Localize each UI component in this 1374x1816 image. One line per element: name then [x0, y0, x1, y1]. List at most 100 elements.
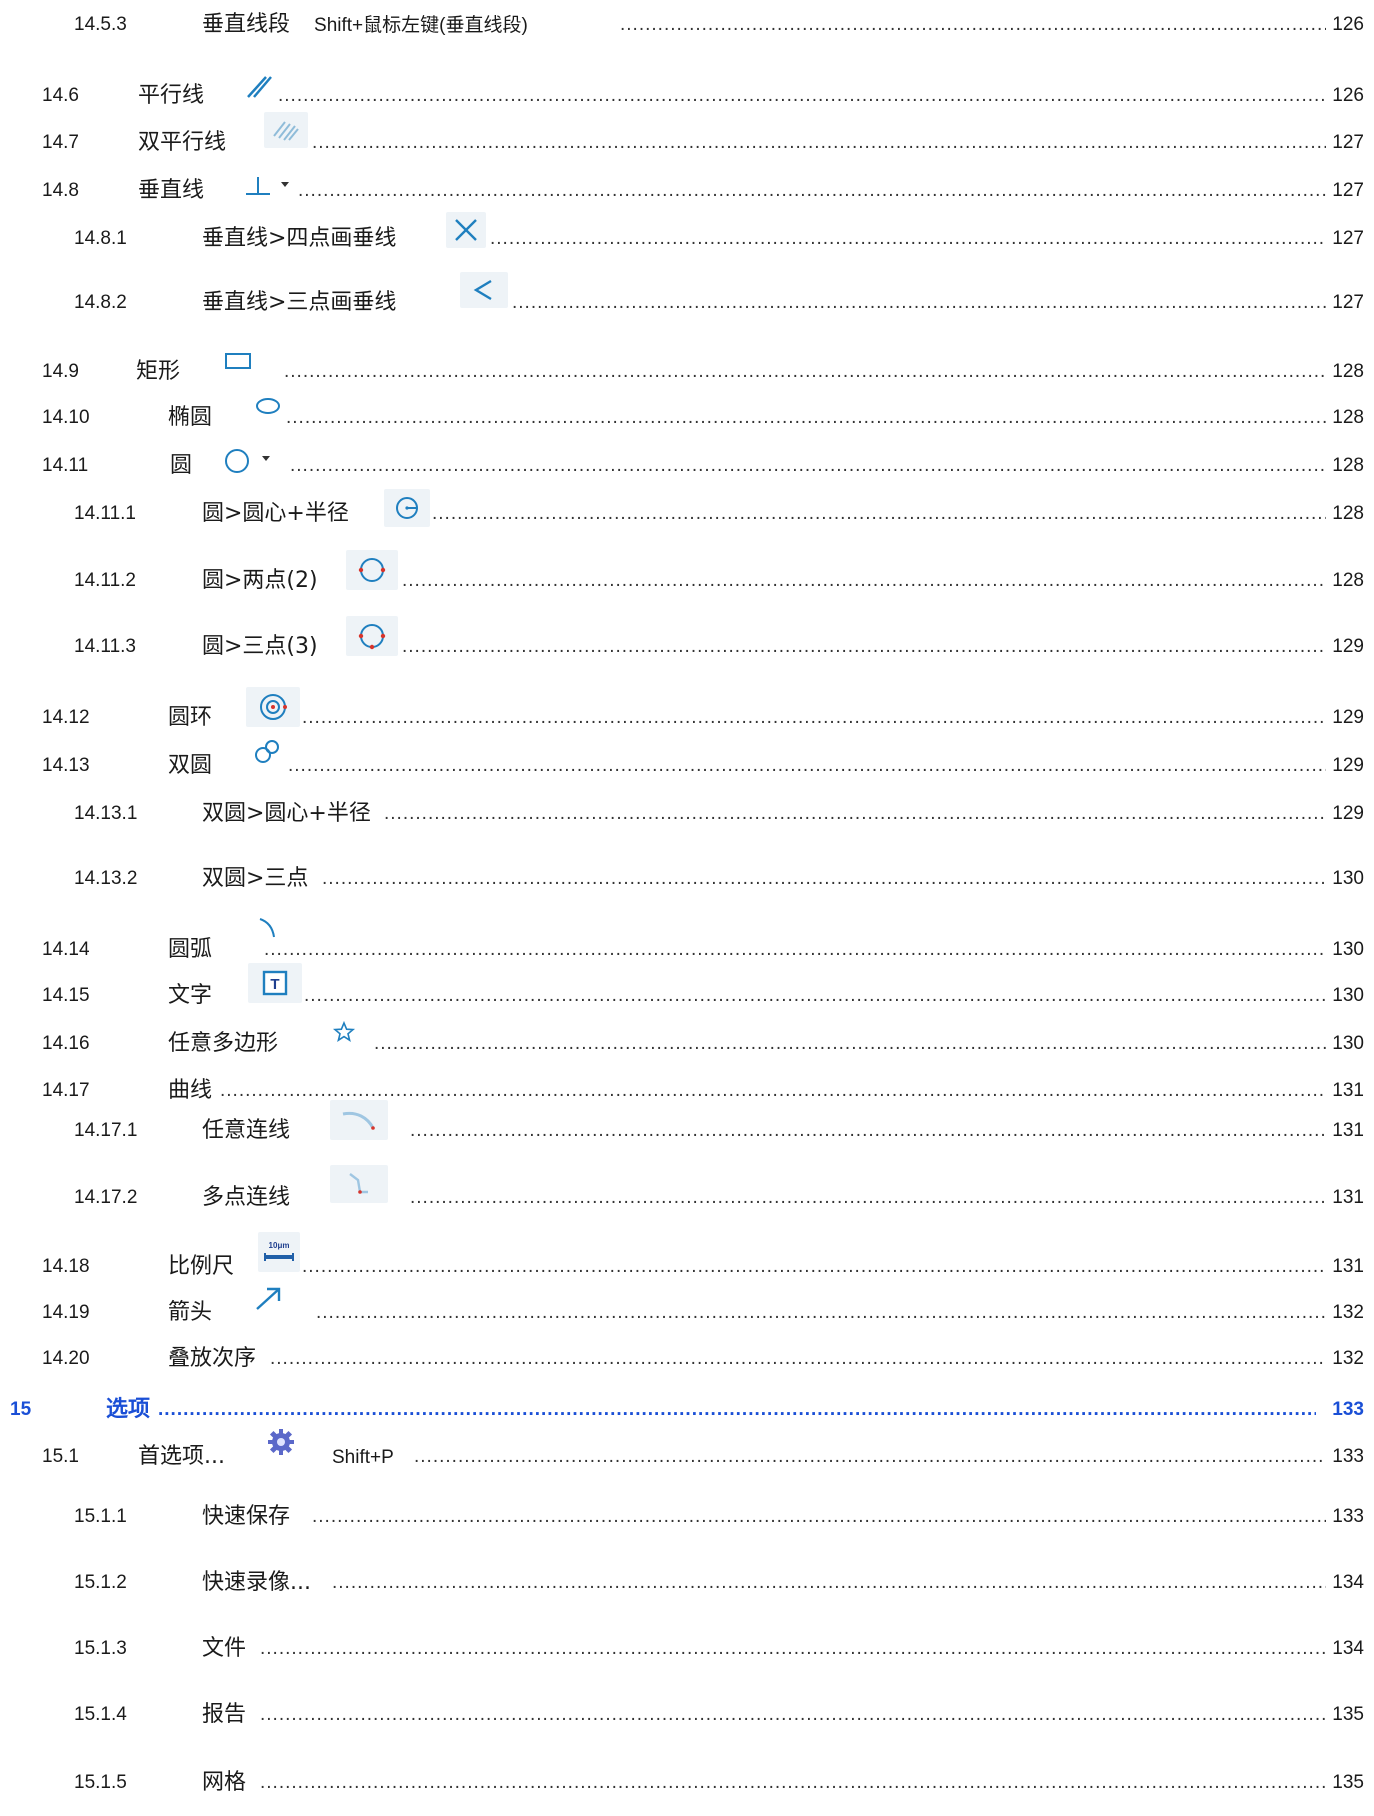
toc-entry[interactable]: 14.17.2 多点连线 131: [0, 1165, 1374, 1215]
toc-title: 双圆>圆心+半径: [202, 801, 371, 826]
toc-title: 文件: [202, 1636, 247, 1661]
toc-entry[interactable]: 15.1.1 快速保存 133: [0, 1500, 1374, 1534]
toc-leader: [432, 497, 1326, 531]
toc-number: 14.9: [42, 361, 79, 382]
toc-page: 132: [1332, 1302, 1364, 1323]
toc-entry[interactable]: 14.17 曲线 131: [0, 1074, 1374, 1108]
toc-leader: [302, 1250, 1326, 1284]
toc-entry[interactable]: 14.10 椭圆 128: [0, 398, 1374, 435]
toc-entry[interactable]: 14.14 圆弧 130: [0, 918, 1374, 967]
polygon-star-icon: [330, 1019, 358, 1045]
toc-leader: [298, 174, 1326, 208]
toc-page: 126: [1332, 85, 1364, 106]
toc-page: 127: [1332, 228, 1364, 249]
toc-leader: [384, 797, 1326, 831]
toc-entry[interactable]: 15.1 首选项... Shift+P 133: [0, 1429, 1374, 1474]
toc-leader: [260, 1766, 1326, 1800]
toc-entry[interactable]: 14.13 双圆 129: [0, 740, 1374, 783]
toc-title: 双圆>三点: [202, 866, 309, 891]
toc-number: 15.1.3: [74, 1638, 127, 1659]
toc-title: 双圆: [168, 753, 213, 778]
toc-leader: [286, 401, 1326, 435]
toc-entry[interactable]: 14.18 比例尺 10μm 131: [0, 1232, 1374, 1284]
toc-number: 14.8.1: [74, 228, 127, 249]
double-parallel-lines-icon: [264, 112, 308, 148]
toc-page: 129: [1332, 803, 1364, 824]
toc-title: 圆: [170, 453, 193, 478]
toc-leader: [302, 701, 1326, 735]
toc-page: 131: [1332, 1120, 1364, 1141]
toc-leader: [260, 1698, 1326, 1732]
four-point-perpendicular-icon: [446, 212, 486, 248]
toc-leader: [312, 126, 1326, 160]
toc-entry[interactable]: 14.16 任意多边形 130: [0, 1020, 1374, 1061]
toc-entry[interactable]: 14.11.2 圆>两点(2) 128: [0, 550, 1374, 598]
toc-entry[interactable]: 14.8.2 垂直线>三点画垂线 127: [0, 272, 1374, 320]
toc-entry[interactable]: 14.9 矩形 128: [0, 353, 1374, 389]
toc-number: 14.18: [42, 1256, 90, 1277]
toc-entry[interactable]: 14.13.2 双圆>三点 130: [0, 862, 1374, 896]
toc-number: 14.11: [42, 455, 89, 476]
toc-page: 128: [1332, 455, 1364, 476]
toc-entry[interactable]: 14.17.1 任意连线 131: [0, 1100, 1374, 1148]
toc-entry[interactable]: 14.15 文字 T 130: [0, 963, 1374, 1013]
circle-three-point-icon: [346, 616, 398, 656]
toc-entry[interactable]: 14.20 叠放次序 132: [0, 1342, 1374, 1376]
toc-entry[interactable]: 14.19 箭头 132: [0, 1287, 1374, 1330]
toc-page: 134: [1332, 1638, 1364, 1659]
shortcut-label: Shift+P: [332, 1447, 394, 1468]
toc-page: 127: [1332, 180, 1364, 201]
toc-title: 椭圆: [168, 405, 213, 430]
text-tool-icon: T: [248, 963, 302, 1003]
scale-bar-icon: 10μm: [258, 1232, 300, 1272]
toc-title: 双平行线: [138, 130, 227, 155]
toc-page: 129: [1332, 755, 1364, 776]
toc-page: 130: [1332, 868, 1364, 889]
toc-entry[interactable]: 14.11.3 圆>三点(3) 129: [0, 616, 1374, 664]
toc-title: 比例尺: [168, 1254, 235, 1279]
toc-chapter-entry[interactable]: 15 选项 133: [0, 1393, 1374, 1427]
svg-text:T: T: [270, 976, 279, 993]
toc-entry[interactable]: 14.13.1 双圆>圆心+半径 129: [0, 797, 1374, 831]
toc-leader: [284, 355, 1326, 389]
toc-entry[interactable]: 14.6 平行线 126: [0, 76, 1374, 113]
toc-page: 134: [1332, 1572, 1364, 1593]
toc-entry[interactable]: 15.1.5 网格 135: [0, 1766, 1374, 1800]
ring-icon: [246, 687, 300, 727]
toc-title: 箭头: [168, 1300, 213, 1325]
toc-entry[interactable]: 15.1.2 快速录像... 134: [0, 1566, 1374, 1600]
parallel-lines-icon: [244, 73, 272, 101]
toc-page: 128: [1332, 570, 1364, 591]
toc-title: 圆弧: [168, 937, 213, 962]
toc-number: 14.11.3: [74, 636, 136, 657]
toc-entry[interactable]: 14.8 垂直线 127: [0, 174, 1374, 208]
toc-entry[interactable]: 14.11 圆 128: [0, 449, 1374, 483]
toc-number: 15: [10, 1399, 32, 1420]
toc-entry[interactable]: 14.8.1 垂直线>四点画垂线 127: [0, 212, 1374, 256]
toc-entry[interactable]: 15.1.3 文件 134: [0, 1632, 1374, 1666]
toc-page: 133: [1332, 1446, 1364, 1467]
toc-number: 14.13: [42, 755, 90, 776]
toc-number: 14.8: [42, 180, 79, 201]
toc-leader: [158, 1393, 1316, 1427]
toc-entry[interactable]: 14.7 双平行线 127: [0, 112, 1374, 160]
toc-title: 多点连线: [202, 1185, 291, 1210]
toc-leader: [270, 1342, 1326, 1376]
toc-number: 14.5.3: [74, 14, 127, 35]
toc-page: 130: [1332, 939, 1364, 960]
toc-page: 126: [1332, 14, 1364, 35]
toc-number: 14.15: [42, 985, 90, 1006]
toc-number: 14.10: [42, 407, 90, 428]
toc-leader: [288, 749, 1326, 783]
toc-entry[interactable]: 14.11.1 圆>圆心+半径 128: [0, 489, 1374, 531]
toc-leader: [374, 1027, 1326, 1061]
toc-title: 快速保存: [202, 1504, 291, 1529]
toc-number: 14.13.2: [74, 868, 138, 889]
toc-title: 网格: [202, 1770, 247, 1795]
toc-entry[interactable]: 15.1.4 报告 135: [0, 1698, 1374, 1732]
toc-title: 任意连线: [202, 1118, 291, 1143]
toc-entry[interactable]: 14.12 圆环 129: [0, 687, 1374, 735]
toc-leader: [490, 222, 1326, 256]
toc-number: 14.7: [42, 132, 79, 153]
